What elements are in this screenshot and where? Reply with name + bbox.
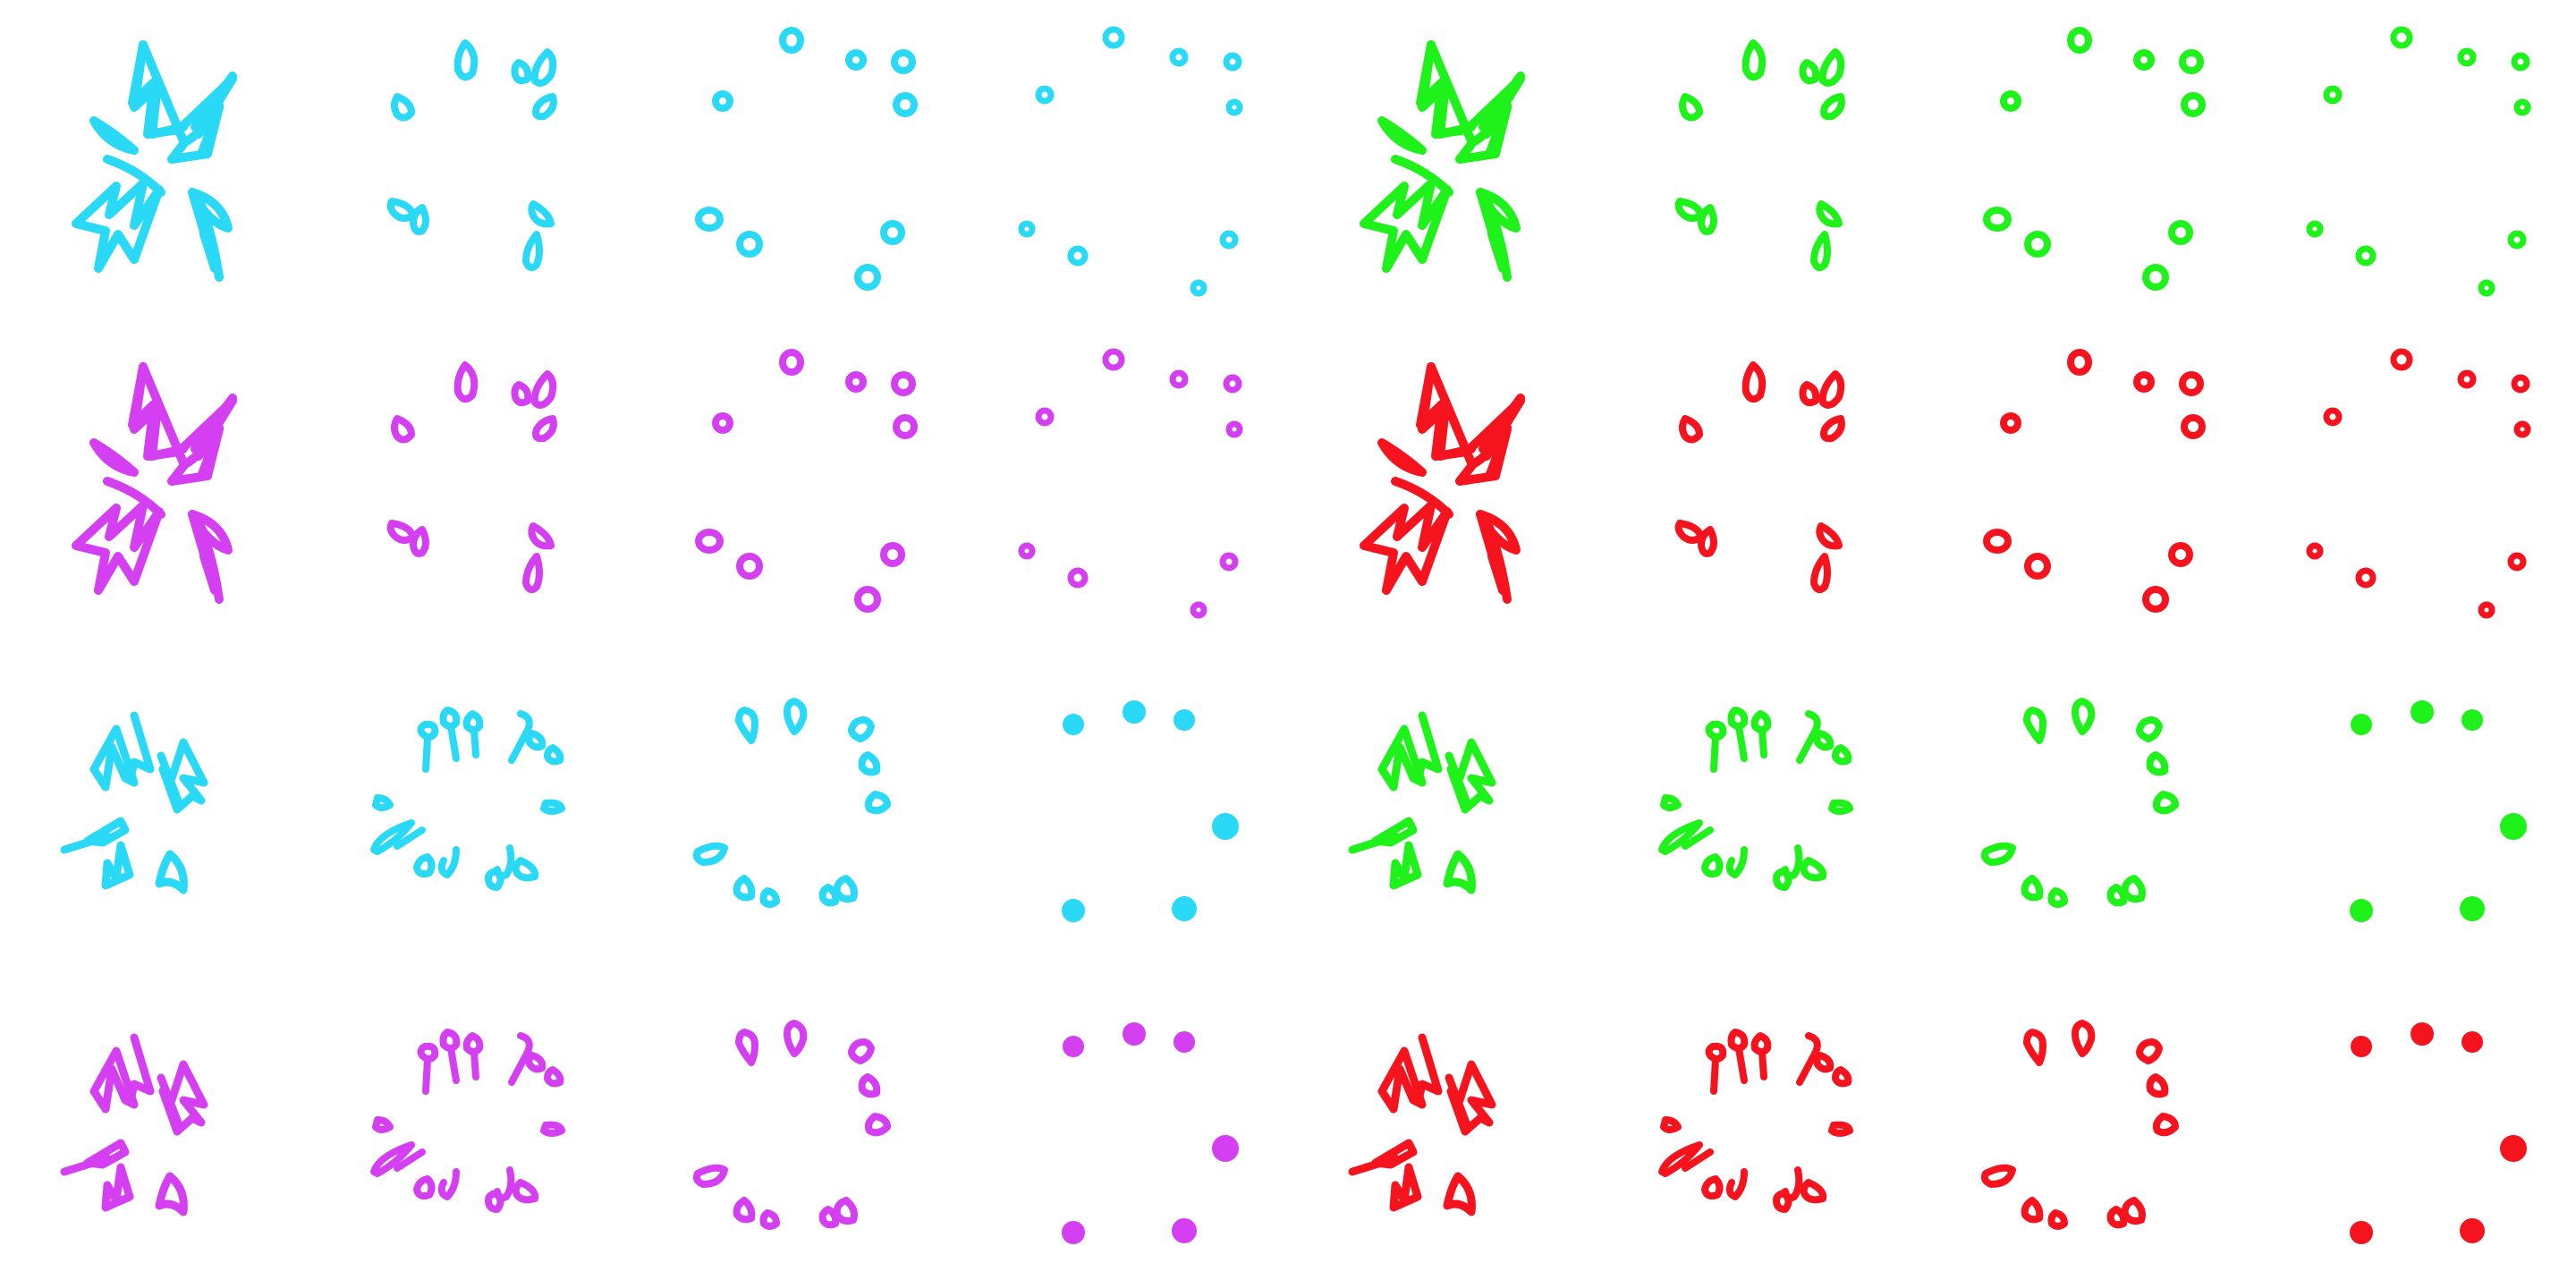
burst-b-cyan-frame-2: [322, 644, 644, 966]
burst-b-green-frame-3: [1932, 644, 2254, 966]
burst-a-magenta-frame-4: [966, 322, 1288, 644]
burst-a-cyan-frame-2: [322, 0, 644, 322]
burst-b-green-frame-2: [1610, 644, 1932, 966]
burst-b-green-frame-1: [1288, 644, 1610, 966]
burst-b-green-frame-4: [2254, 644, 2576, 966]
burst-b-cyan-frame-4: [966, 644, 1288, 966]
burst-a-green-frame-4: [2254, 0, 2576, 322]
burst-a-red-frame-1: [1288, 322, 1610, 644]
burst-b-red-frame-3: [1932, 966, 2254, 1288]
burst-a-red-frame-4: [2254, 322, 2576, 644]
burst-b-cyan-frame-1: [0, 644, 322, 966]
burst-a-cyan-frame-4: [966, 0, 1288, 322]
burst-b-red-frame-2: [1610, 966, 1932, 1288]
burst-b-magenta-frame-1: [0, 966, 322, 1288]
burst-a-magenta-frame-3: [644, 322, 966, 644]
burst-a-green-frame-3: [1932, 0, 2254, 322]
burst-a-cyan-frame-3: [644, 0, 966, 322]
burst-a-cyan-frame-1: [0, 0, 322, 322]
burst-b-magenta-frame-3: [644, 966, 966, 1288]
burst-b-magenta-frame-4: [966, 966, 1288, 1288]
burst-b-red-frame-1: [1288, 966, 1610, 1288]
burst-b-cyan-frame-3: [644, 644, 966, 966]
burst-b-magenta-frame-2: [322, 966, 644, 1288]
burst-a-green-frame-2: [1610, 0, 1932, 322]
burst-a-red-frame-2: [1610, 322, 1932, 644]
burst-a-magenta-frame-1: [0, 322, 322, 644]
burst-b-red-frame-4: [2254, 966, 2576, 1288]
burst-a-red-frame-3: [1932, 322, 2254, 644]
burst-a-magenta-frame-2: [322, 322, 644, 644]
burst-a-green-frame-1: [1288, 0, 1610, 322]
